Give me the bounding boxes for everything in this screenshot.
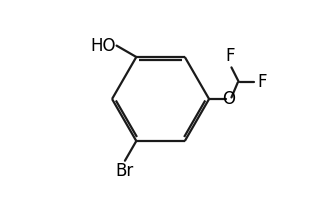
Text: F: F bbox=[258, 73, 267, 91]
Text: Br: Br bbox=[116, 162, 134, 180]
Text: O: O bbox=[222, 90, 235, 108]
Text: HO: HO bbox=[90, 37, 116, 55]
Text: F: F bbox=[225, 48, 235, 65]
